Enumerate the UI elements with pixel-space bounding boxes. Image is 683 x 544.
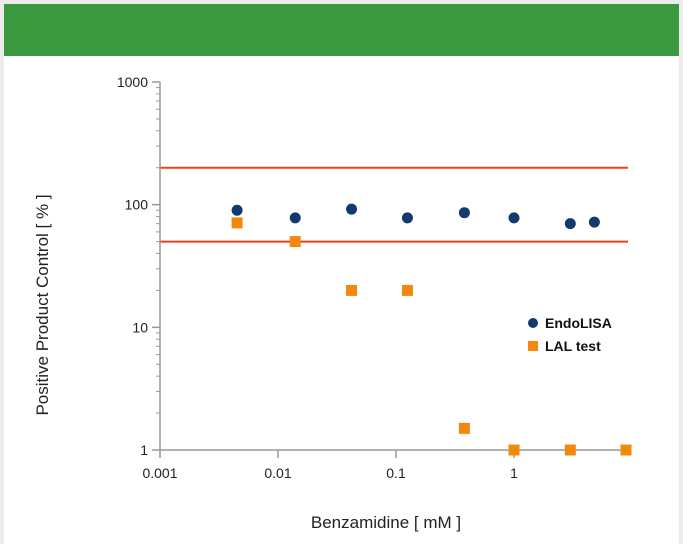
header-bar [4, 4, 679, 56]
y-tick-label: 1000 [117, 74, 148, 90]
lal-point [346, 284, 358, 296]
legend-endolisa-marker [528, 318, 538, 328]
y-axis-ticks: 1 10 100 1000 [117, 74, 160, 458]
lal-point [564, 444, 576, 456]
lal-point [231, 217, 243, 229]
y-tick-label: 100 [125, 197, 149, 213]
lal-point [289, 236, 301, 248]
legend-lal-marker [528, 341, 538, 351]
x-tick-label: 0.001 [142, 465, 177, 481]
endolisa-point [401, 212, 413, 224]
endolisa-point [458, 207, 470, 219]
x-tick-label: 0.1 [386, 465, 406, 481]
endolisa-point [564, 218, 576, 230]
x-axis-title: Benzamidine [ mM ] [311, 513, 461, 532]
x-tick-label: 0.01 [264, 465, 291, 481]
plot-panel [4, 56, 679, 544]
y-tick-label: 10 [132, 319, 148, 335]
reference-lines [160, 166, 628, 243]
data-points [231, 203, 632, 456]
legend-label: LAL test [545, 338, 601, 354]
y-axis-title: Positive Product Control [ % ] [33, 194, 52, 415]
lal-point [401, 284, 413, 296]
lal-point [458, 422, 470, 434]
endolisa-point [588, 216, 600, 228]
legend-label: EndoLISA [545, 315, 612, 331]
y-tick-label: 1 [140, 442, 148, 458]
legend: EndoLISA LAL test [528, 315, 612, 354]
endolisa-point [289, 212, 301, 224]
endolisa-point [346, 203, 358, 215]
x-tick-label: 1 [510, 465, 518, 481]
x-axis-ticks: 0.001 0.01 0.1 1 [142, 450, 518, 481]
endolisa-point [231, 204, 243, 216]
endolisa-point [508, 212, 520, 224]
axes [159, 82, 630, 451]
lal-point [508, 444, 520, 456]
lal-point [620, 444, 632, 456]
